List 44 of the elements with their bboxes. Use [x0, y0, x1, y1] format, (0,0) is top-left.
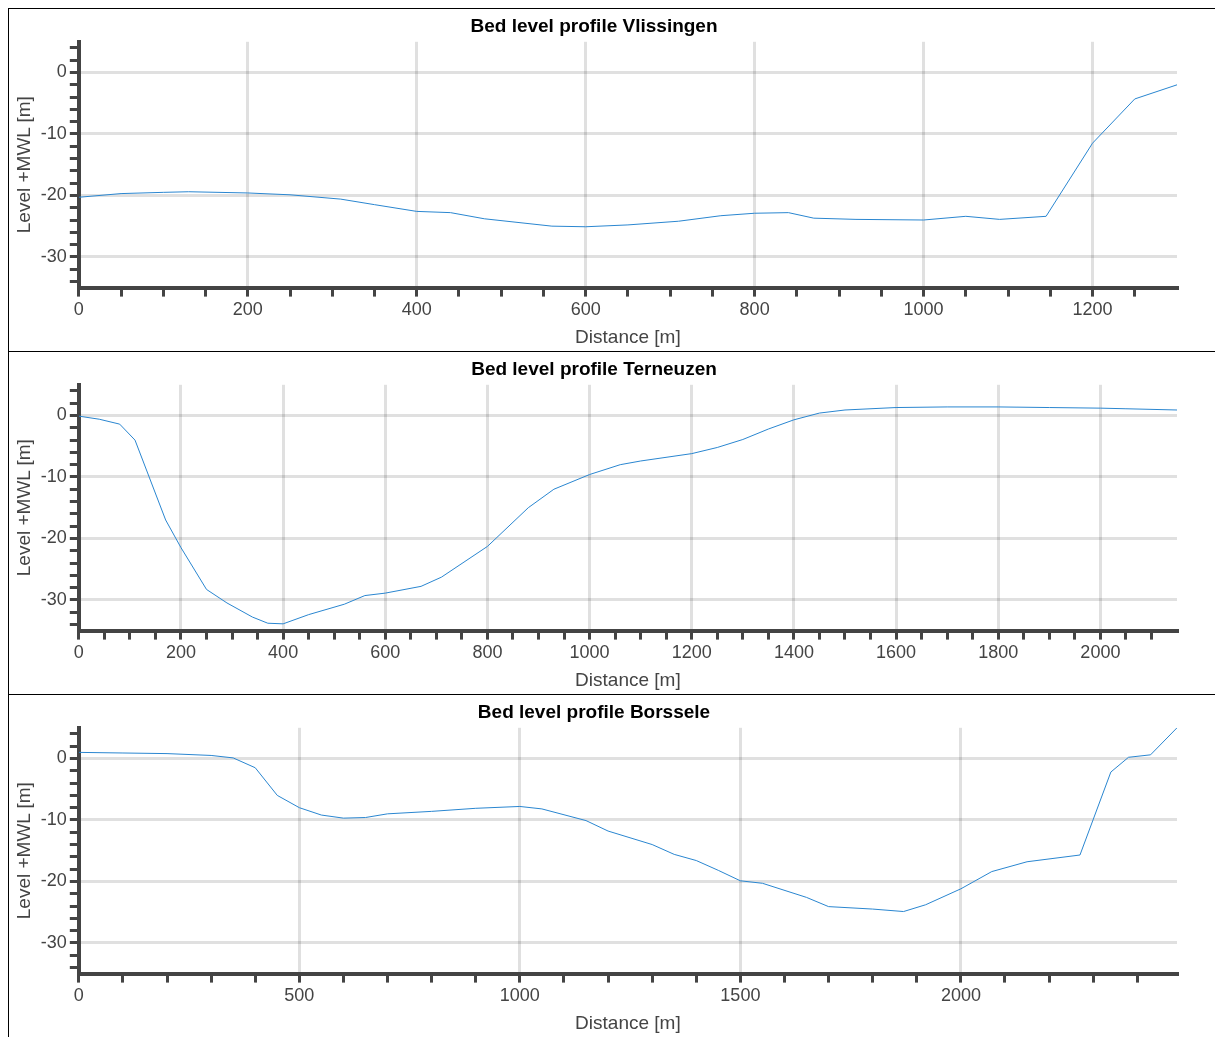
x-axis-title: Distance [m]	[575, 325, 681, 347]
x-tick-label: 0	[73, 642, 84, 663]
x-tick-label: 200	[232, 299, 263, 320]
x-tick-label: 800	[472, 642, 503, 663]
x-tick-label: 1500	[720, 985, 761, 1006]
y-axis-title: Level +MWL [m]	[12, 439, 34, 577]
x-tick-label: 2000	[1080, 642, 1121, 663]
y-tick-label: 0	[56, 747, 67, 768]
chart-title: Bed level profile Terneuzen	[471, 357, 717, 379]
x-tick-label: 200	[165, 642, 196, 663]
chart-title: Bed level profile Borssele	[477, 700, 711, 722]
y-tick-label: -20	[40, 870, 67, 891]
x-tick-label: 1200	[671, 642, 712, 663]
y-tick-label: 0	[56, 404, 67, 425]
x-tick-label: 1000	[569, 642, 610, 663]
y-tick-label: -10	[40, 465, 67, 486]
y-tick-label: -10	[40, 122, 67, 143]
x-tick-label: 1800	[978, 642, 1019, 663]
x-tick-label: 1600	[876, 642, 917, 663]
x-tick-label: 0	[73, 299, 84, 320]
x-tick-label: 400	[268, 642, 299, 663]
x-tick-label: 1000	[903, 299, 944, 320]
y-tick-label: -10	[40, 808, 67, 829]
y-tick-label: -30	[40, 931, 67, 952]
x-tick-label: 2000	[940, 985, 981, 1006]
x-tick-label: 600	[570, 299, 601, 320]
y-tick-label: -30	[40, 245, 67, 266]
x-tick-label: 500	[284, 985, 315, 1006]
x-tick-label: 1400	[773, 642, 814, 663]
x-tick-label: 400	[401, 299, 432, 320]
chart-title: Bed level profile Vlissingen	[470, 14, 718, 36]
x-axis-title: Distance [m]	[575, 668, 681, 690]
x-tick-label: 600	[370, 642, 401, 663]
y-tick-label: -20	[40, 527, 67, 548]
y-tick-label: 0	[56, 61, 67, 82]
y-axis-title: Level +MWL [m]	[12, 782, 34, 920]
x-tick-label: 0	[73, 985, 84, 1006]
y-axis-title: Level +MWL [m]	[12, 96, 34, 234]
y-tick-label: -20	[40, 184, 67, 205]
y-tick-label: -30	[40, 588, 67, 609]
x-tick-label: 1000	[499, 985, 540, 1006]
x-tick-label: 1200	[1072, 299, 1113, 320]
x-axis-title: Distance [m]	[575, 1011, 681, 1033]
x-tick-label: 800	[739, 299, 770, 320]
